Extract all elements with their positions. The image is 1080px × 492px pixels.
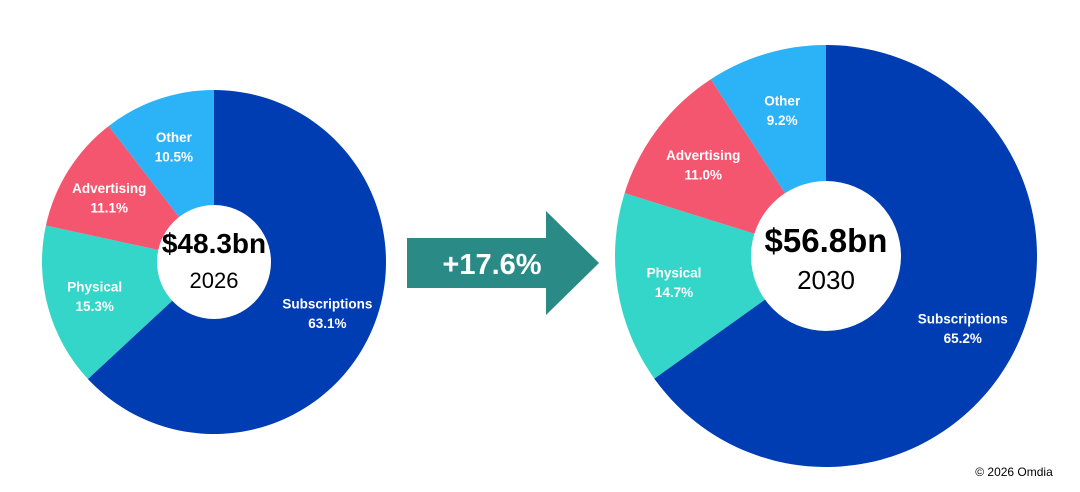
- slice-label-advertising: Advertising: [72, 181, 146, 196]
- slice-label-other: Other: [764, 94, 801, 109]
- copyright-text: © 2026 Omdia: [975, 465, 1053, 479]
- slice-label-physical: Physical: [647, 265, 702, 280]
- slice-label-subscriptions: Subscriptions: [282, 297, 372, 312]
- slice-physical: [614, 193, 826, 379]
- growth-arrow-shape: [407, 211, 599, 315]
- donut-hole: [157, 205, 271, 319]
- center-total: $48.3bn: [162, 228, 266, 259]
- slice-label-physical: Physical: [67, 280, 122, 295]
- slice-value-other: 9.2%: [767, 113, 798, 128]
- slice-value-physical: 14.7%: [655, 285, 693, 300]
- growth-label: +17.6%: [442, 249, 541, 281]
- donut-2026: Subscriptions 63.1% Physical 15.3% Advertisi…: [41, 90, 387, 434]
- center-year: 2026: [190, 268, 239, 293]
- donut-hole: [751, 181, 901, 331]
- slice-value-advertising: 11.0%: [685, 168, 723, 183]
- slice-value-subscriptions: 65.2%: [944, 331, 982, 346]
- slice-label-advertising: Advertising: [666, 148, 740, 163]
- slice-value-advertising: 11.1%: [91, 201, 129, 216]
- growth-arrow: +17.6%: [407, 211, 599, 315]
- center-total: $56.8bn: [765, 222, 888, 259]
- donut-2030: Subscriptions 65.2% Physical 14.7% Advertisi…: [614, 45, 1037, 467]
- slice-value-physical: 15.3%: [76, 299, 114, 314]
- slice-label-other: Other: [156, 130, 193, 145]
- slice-label-subscriptions: Subscriptions: [918, 311, 1008, 326]
- slice-value-other: 10.5%: [155, 150, 193, 165]
- slice-value-subscriptions: 63.1%: [308, 316, 346, 331]
- center-year: 2030: [797, 265, 855, 295]
